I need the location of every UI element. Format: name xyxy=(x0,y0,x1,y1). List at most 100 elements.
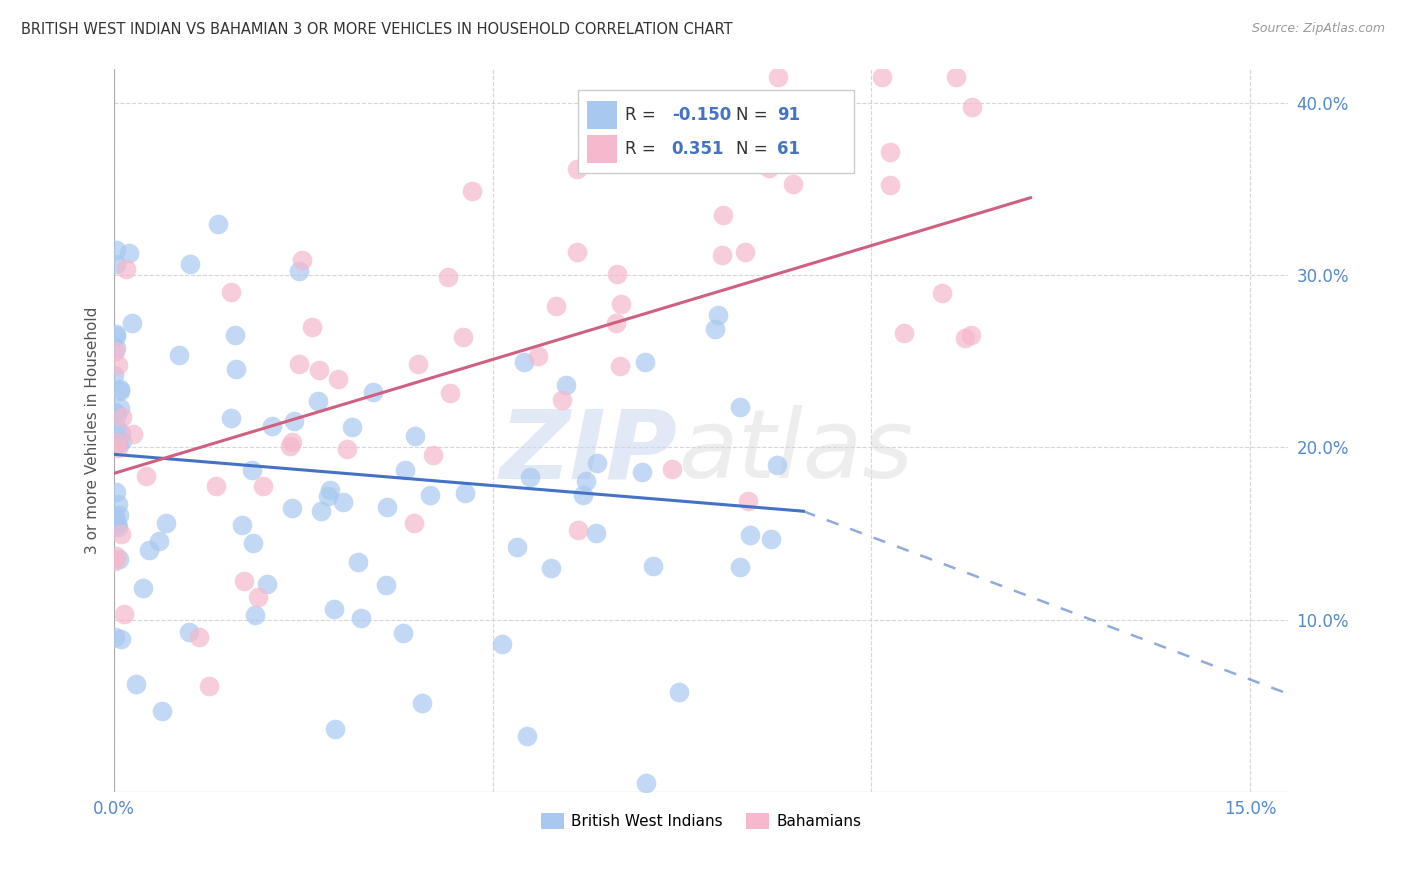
Point xyxy=(411,696,433,710)
Text: ZIP: ZIP xyxy=(499,406,678,499)
Point xyxy=(107,358,129,372)
Text: 0.351: 0.351 xyxy=(672,140,724,158)
Point xyxy=(252,479,274,493)
Text: R =: R = xyxy=(624,106,661,124)
Point xyxy=(108,508,131,522)
Point xyxy=(108,382,131,396)
Point xyxy=(311,504,333,518)
Point xyxy=(766,70,789,84)
Point xyxy=(609,359,631,373)
Point xyxy=(260,418,283,433)
Point xyxy=(167,348,190,362)
Point xyxy=(945,70,967,84)
Point xyxy=(108,384,131,398)
Point xyxy=(544,299,567,313)
Point xyxy=(322,602,344,616)
Point xyxy=(121,316,143,330)
Text: R =: R = xyxy=(624,140,666,158)
Point xyxy=(728,559,751,574)
Text: atlas: atlas xyxy=(678,406,912,499)
Point xyxy=(307,394,329,409)
Point xyxy=(738,528,761,542)
Point xyxy=(281,435,304,450)
Point xyxy=(104,509,127,524)
Point xyxy=(439,385,461,400)
Point xyxy=(301,319,323,334)
Point xyxy=(135,469,157,483)
Point xyxy=(110,401,132,416)
Point xyxy=(278,439,301,453)
Point xyxy=(893,326,915,340)
Point xyxy=(636,776,658,790)
Point xyxy=(392,625,415,640)
Point xyxy=(879,145,901,160)
Text: N =: N = xyxy=(737,106,773,124)
Point xyxy=(104,244,127,258)
Point xyxy=(246,590,269,604)
Point xyxy=(219,410,242,425)
Point xyxy=(668,685,690,699)
Point xyxy=(107,436,129,450)
Point xyxy=(340,420,363,434)
Point xyxy=(630,466,652,480)
Point xyxy=(233,574,256,588)
Point xyxy=(104,554,127,568)
Point xyxy=(105,420,128,434)
Point xyxy=(105,516,128,530)
Point xyxy=(231,517,253,532)
Point xyxy=(103,343,125,358)
Point xyxy=(138,543,160,558)
Point xyxy=(105,485,128,500)
Point xyxy=(347,555,370,569)
FancyBboxPatch shape xyxy=(588,101,617,128)
Point xyxy=(104,405,127,419)
Point xyxy=(240,463,263,477)
Point xyxy=(491,637,513,651)
Point xyxy=(107,520,129,534)
Point xyxy=(132,581,155,595)
Point xyxy=(605,316,627,330)
Legend: British West Indians, Bahamians: British West Indians, Bahamians xyxy=(534,806,868,835)
Point xyxy=(436,270,458,285)
Point xyxy=(105,327,128,342)
Point xyxy=(565,162,588,177)
Point xyxy=(105,342,128,356)
Point xyxy=(516,729,538,743)
Point xyxy=(104,329,127,343)
Point xyxy=(328,372,350,386)
Point xyxy=(374,578,396,592)
Point xyxy=(453,485,475,500)
Point xyxy=(288,357,311,371)
Point xyxy=(110,425,132,440)
Text: N =: N = xyxy=(737,140,773,158)
Text: -0.150: -0.150 xyxy=(672,106,731,124)
Point xyxy=(323,723,346,737)
Point xyxy=(281,500,304,515)
Point xyxy=(609,297,631,311)
Point xyxy=(870,70,893,84)
Point xyxy=(734,245,756,260)
Point xyxy=(661,462,683,476)
Point xyxy=(585,526,607,541)
Point xyxy=(567,245,589,260)
Point xyxy=(519,469,541,483)
Point xyxy=(931,285,953,300)
Point xyxy=(394,462,416,476)
Point xyxy=(177,625,200,640)
Point xyxy=(879,178,901,193)
Point xyxy=(308,363,330,377)
Text: 91: 91 xyxy=(778,106,800,124)
Point xyxy=(242,536,264,550)
Text: 61: 61 xyxy=(778,140,800,158)
Point xyxy=(707,308,730,322)
Point xyxy=(575,474,598,488)
Point xyxy=(711,208,734,222)
Point xyxy=(198,679,221,693)
Point xyxy=(554,378,576,392)
FancyBboxPatch shape xyxy=(578,90,853,173)
Point xyxy=(125,677,148,691)
FancyBboxPatch shape xyxy=(588,135,617,162)
Point xyxy=(107,552,129,566)
Point xyxy=(404,516,426,530)
Point xyxy=(112,607,135,621)
